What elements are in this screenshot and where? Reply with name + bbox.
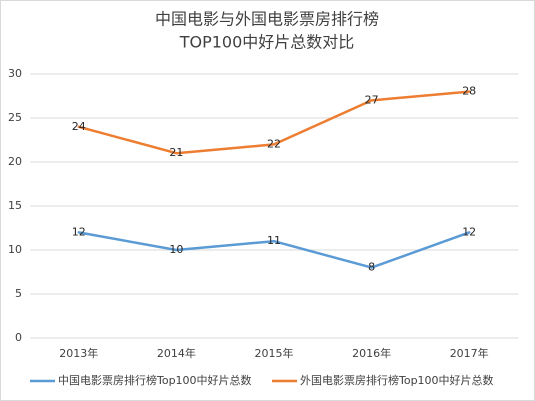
series-line [77, 90, 471, 155]
y-tick-label: 10 [8, 243, 22, 256]
data-label: 27 [365, 93, 379, 106]
data-label: 12 [72, 225, 86, 238]
data-label: 8 [368, 261, 375, 274]
data-label: 28 [462, 85, 476, 98]
data-label: 10 [169, 243, 183, 256]
x-tick-label: 2014年 [157, 346, 196, 360]
x-tick-label: 2013年 [59, 346, 98, 360]
y-tick-label: 20 [8, 155, 22, 168]
data-label: 22 [267, 137, 281, 150]
x-tick-label: 2016年 [352, 346, 391, 360]
legend-label: 中国电影票房排行榜Top100中好片总数 [58, 373, 252, 387]
data-label: 24 [72, 120, 86, 133]
y-tick-label: 15 [8, 199, 22, 212]
y-tick-label: 30 [8, 67, 22, 80]
y-tick-label: 0 [15, 331, 22, 344]
chart-title: TOP100中好片总数对比 [179, 33, 355, 52]
data-label: 21 [169, 146, 183, 159]
chart-title: 中国电影与外国电影票房排行榜 [155, 10, 379, 29]
y-tick-label: 5 [15, 287, 22, 300]
data-label: 12 [462, 225, 476, 238]
y-tick-label: 25 [8, 111, 22, 124]
x-tick-label: 2015年 [255, 346, 294, 360]
legend-label: 外国电影票房排行榜Top100中好片总数 [300, 373, 494, 387]
data-label: 11 [267, 234, 281, 247]
x-tick-label: 2017年 [450, 346, 489, 360]
series-line [77, 231, 471, 269]
